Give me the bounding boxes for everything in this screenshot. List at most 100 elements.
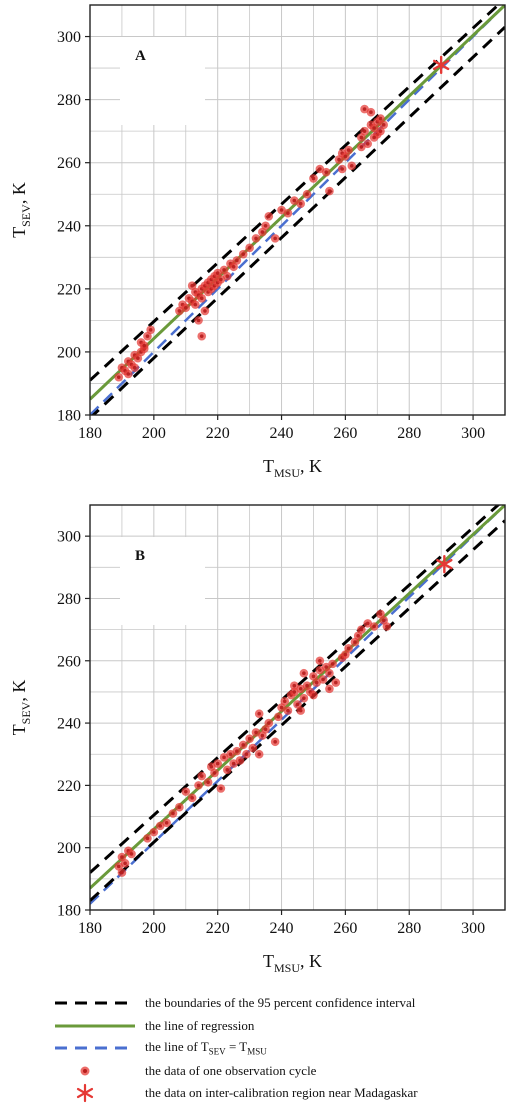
data-point-core: [126, 372, 131, 376]
legend-item-regression: the line of regression: [45, 1015, 505, 1038]
data-point-core: [356, 634, 360, 638]
data-point: [347, 161, 357, 171]
x-tick-label: 180: [78, 920, 102, 937]
data-point: [360, 104, 369, 114]
data-point-core: [295, 702, 300, 707]
data-point-core: [148, 328, 153, 332]
data-point-core: [225, 768, 230, 772]
data-point-core: [286, 211, 290, 215]
data-point-core: [260, 230, 265, 234]
data-point-core: [222, 755, 226, 760]
data-point-core: [235, 749, 239, 753]
data-point-core: [381, 618, 386, 623]
data-point: [232, 256, 242, 265]
data-point: [264, 718, 274, 728]
data-point-core: [372, 624, 376, 629]
data-point-core: [286, 708, 290, 713]
data-point: [216, 784, 226, 793]
data-point: [238, 249, 248, 259]
data-point-core: [282, 699, 287, 704]
data-point-core: [369, 110, 373, 115]
data-point-core: [359, 135, 364, 140]
ci-upper-line: [90, 505, 501, 874]
data-point-core: [362, 107, 367, 111]
legend-item-ci: the boundaries of the 95 percent confide…: [45, 992, 505, 1015]
data-point-core: [177, 805, 182, 809]
data-point: [203, 777, 213, 787]
data-point: [187, 793, 197, 803]
data-point-core: [273, 236, 277, 241]
legend-regression-label: the line of regression: [145, 1017, 255, 1033]
data-point-core: [196, 783, 201, 788]
data-point: [248, 743, 258, 753]
data-point: [264, 212, 274, 221]
data-point-core: [365, 141, 370, 146]
data-point-core: [298, 708, 303, 713]
data-point-core: [337, 157, 341, 162]
data-point: [251, 728, 261, 737]
data-point: [382, 622, 392, 631]
y-tick-label: 280: [57, 92, 81, 109]
data-point: [325, 684, 334, 694]
data-point-core: [298, 201, 303, 206]
data-point: [318, 675, 328, 684]
data-point: [283, 706, 293, 715]
data-point: [155, 821, 165, 831]
x-tick-label: 280: [397, 920, 421, 937]
data-point-core: [321, 677, 325, 682]
y-tick-label: 240: [57, 716, 81, 733]
data-point-core: [359, 627, 364, 632]
y-tick-label: 220: [57, 281, 81, 298]
data-point: [200, 306, 210, 316]
data-point-core: [305, 192, 309, 197]
data-point-core: [222, 268, 226, 272]
data-point-core: [145, 836, 150, 841]
data-point-core: [199, 334, 204, 338]
data-point: [143, 834, 152, 843]
data-point: [309, 174, 318, 183]
data-point: [328, 659, 337, 669]
data-point-core: [365, 621, 370, 626]
data-point: [357, 625, 366, 634]
chart-panel-b: 180 200 220 240 260 280 300 180 200 220 240 260 280 3…: [9, 504, 506, 975]
data-point: [245, 243, 254, 253]
y-tick-label: 300: [57, 29, 81, 46]
data-point: [232, 746, 242, 756]
data-point-core: [215, 271, 220, 275]
data-point: [245, 734, 254, 743]
data-point-core: [334, 680, 338, 685]
data-point-core: [177, 309, 182, 313]
madagaskar-star: [432, 55, 450, 75]
data-point-core: [372, 126, 376, 130]
data-point-core: [247, 736, 252, 741]
x-tick-label: 220: [206, 425, 230, 442]
data-point-core: [292, 690, 297, 694]
star-stroke: [432, 59, 450, 71]
data-point: [187, 281, 197, 290]
data-point: [124, 369, 133, 379]
data-point-core: [132, 365, 137, 370]
data-point: [302, 189, 312, 199]
y-tick-label: 180: [57, 408, 81, 425]
data-point-core: [385, 624, 389, 629]
data-point-core: [206, 780, 210, 785]
data-point: [369, 622, 379, 631]
legend-regression-swatch: [55, 1024, 135, 1028]
panel-label: B: [135, 548, 145, 564]
data-point: [254, 709, 264, 719]
data-point-core: [123, 861, 127, 866]
data-point-core: [215, 761, 220, 766]
x-tick-label: 240: [270, 920, 294, 937]
data-point: [181, 787, 191, 796]
data-point-core: [340, 167, 344, 171]
y-axis-label: TSEV, K: [9, 182, 33, 238]
data-point: [114, 372, 124, 382]
data-point: [299, 668, 309, 678]
legend-star-swatch: [76, 1084, 94, 1103]
data-point-core: [254, 730, 258, 735]
data-point: [127, 849, 136, 859]
data-point: [366, 107, 376, 117]
y-tick-label: 300: [57, 529, 81, 546]
x-tick-label: 220: [206, 920, 230, 937]
